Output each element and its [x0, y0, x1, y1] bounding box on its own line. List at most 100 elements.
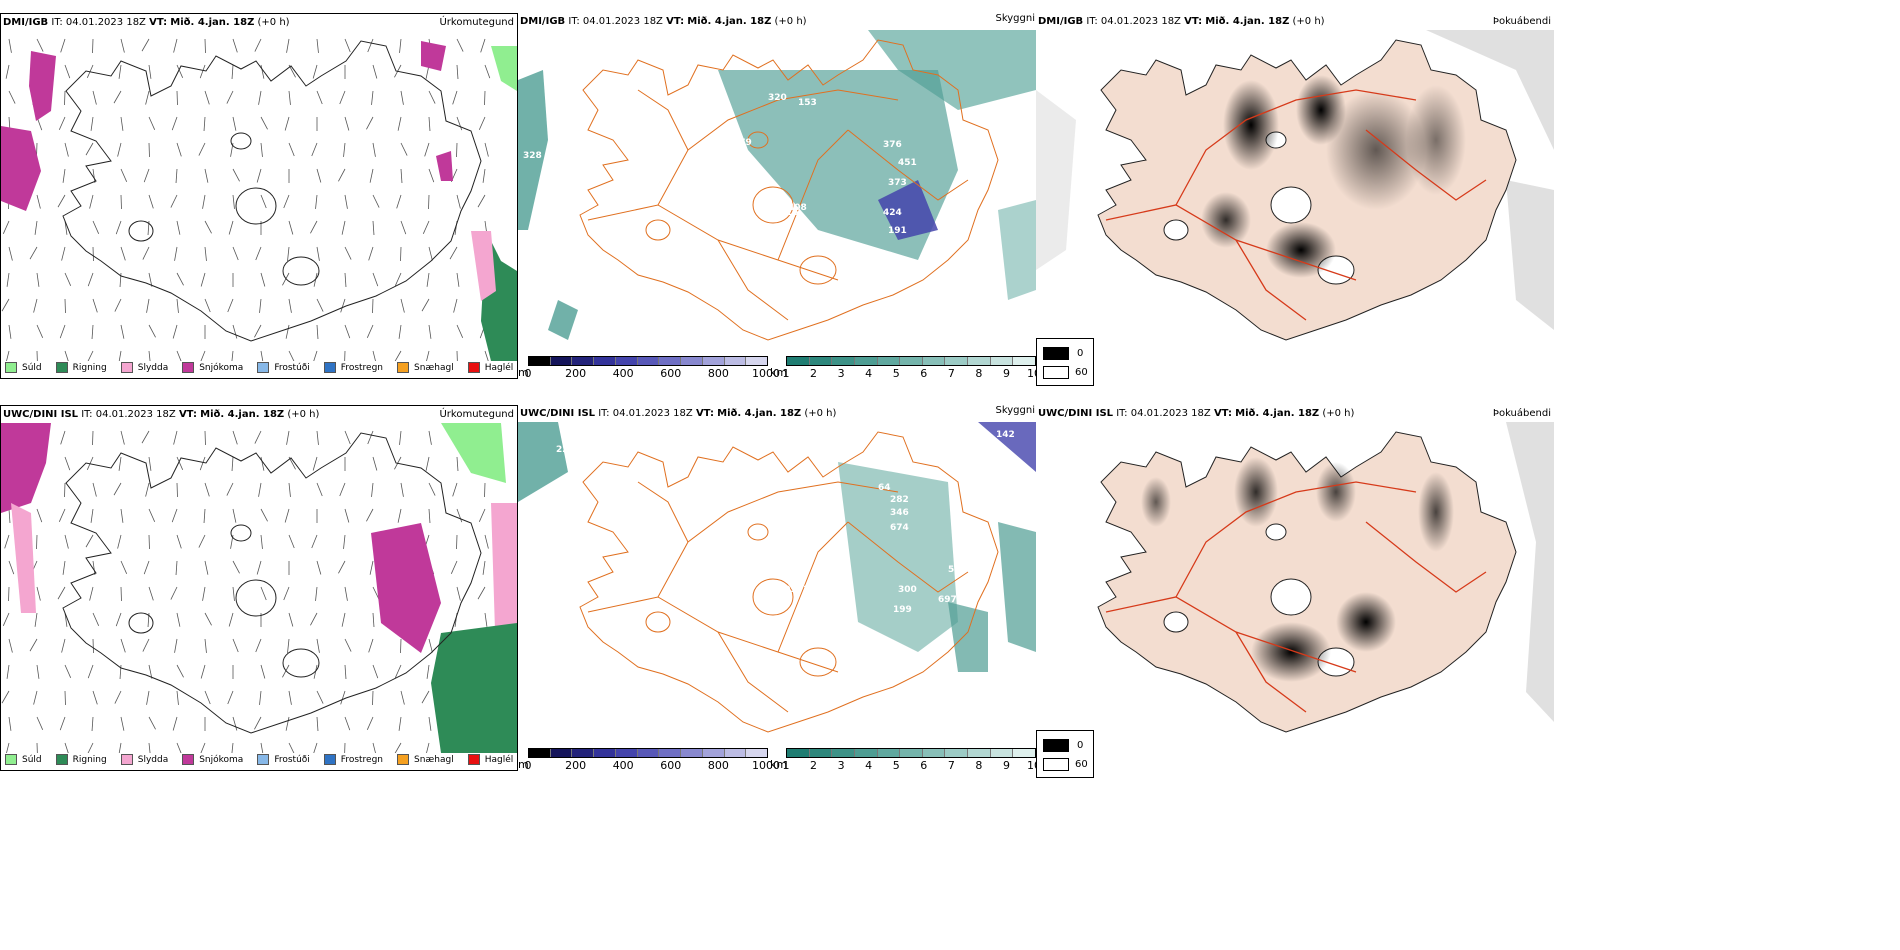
colorbar-cell [877, 357, 901, 365]
wind-barb [232, 168, 240, 182]
iceland-coastline [1097, 431, 1517, 733]
wind-barb [260, 272, 266, 287]
panel-title: UWC/DINI ISL IT: 04.01.2023 18Z VT: Mið.… [520, 408, 837, 419]
colorbar-cell [854, 357, 878, 365]
wind-barb [228, 612, 234, 627]
wind-barb [113, 482, 122, 496]
wind-barb [176, 534, 182, 549]
wind-barb [316, 38, 319, 53]
wind-barb [260, 116, 268, 130]
wind-barb [400, 220, 407, 235]
wind-barb [114, 298, 122, 312]
wind-barb [8, 716, 12, 731]
wind-barb [421, 690, 430, 704]
wind-barb [424, 142, 430, 157]
wind-barb [200, 272, 206, 287]
wind-barb [316, 638, 320, 653]
wind-barb [92, 220, 100, 234]
wind-barb [288, 690, 292, 705]
wind-barb [283, 194, 290, 209]
wind-barb [148, 64, 152, 79]
colorbar-tick-label: 200 [565, 759, 587, 772]
wind-barb [8, 324, 12, 339]
cloud-base-label: 142 [996, 430, 1015, 440]
wind-barb [204, 246, 207, 261]
wind-barb [204, 612, 212, 626]
colorbar-cell [681, 357, 703, 365]
legend-item: Snæhagl [397, 362, 454, 373]
wind-barb [478, 116, 486, 130]
wind-barb [148, 272, 153, 287]
panel-title: UWC/DINI ISL IT: 04.01.2023 18Z VT: Mið.… [3, 409, 320, 420]
wind-barb [372, 142, 376, 157]
wind-barb [120, 116, 124, 131]
wind-barb [288, 612, 294, 627]
legend-label: Súld [22, 362, 42, 373]
wind-barb [148, 586, 154, 601]
wind-barb [204, 220, 212, 234]
colorbar-tick-label: 400 [612, 759, 634, 772]
wind-barb [372, 64, 378, 79]
glacier-outline [128, 220, 154, 242]
wind-barb [400, 90, 404, 105]
colorbar-tick-label: 600 [660, 367, 682, 380]
cloud-base-label: 16 [786, 208, 799, 218]
road-line [1235, 239, 1307, 321]
colorbar-cell [900, 749, 923, 757]
colorbar-tick-label: 600 [660, 759, 682, 772]
legend-swatch [323, 362, 336, 373]
wind-barb [231, 456, 234, 471]
wind-barb [198, 142, 206, 156]
wind-barb [120, 716, 125, 731]
wind-barb [148, 324, 156, 338]
wind-barb [368, 638, 374, 653]
wind-barb [117, 142, 122, 157]
wind-barb [8, 90, 16, 104]
wind-barb [36, 664, 40, 679]
glacier-outline [235, 579, 277, 617]
legend-swatch [55, 362, 68, 373]
colorbar-cell [809, 357, 833, 365]
cloud-base-label: 282 [890, 495, 909, 505]
legend-swatch [257, 362, 270, 373]
wind-barb [316, 560, 322, 575]
wind-barb [366, 324, 374, 338]
wind-barb [288, 298, 292, 313]
fog-panel-row1: DMI/IGB IT: 04.01.2023 18Z VT: Mið. 4.ja… [1036, 13, 1554, 386]
wind-barb [259, 298, 262, 313]
iceland-coastline [62, 432, 482, 734]
road-line [777, 521, 849, 653]
cloud-base-label: 328 [523, 151, 542, 161]
legend-swatch [467, 362, 480, 373]
fog-map [1097, 422, 1554, 733]
colorbar-cell [594, 749, 616, 757]
wind-barb [288, 142, 295, 157]
wind-barb [343, 534, 346, 549]
wind-barb [344, 38, 351, 53]
wind-barb [372, 742, 376, 753]
wind-barb [367, 38, 374, 53]
wind-barb [227, 690, 234, 705]
wind-barb [170, 586, 178, 600]
wind-barb [64, 534, 69, 549]
glacier-outline [1163, 611, 1189, 633]
wind-barb [148, 742, 151, 753]
wind-barb [174, 246, 178, 261]
colorbar-cell [702, 357, 725, 365]
colorbar-tick-label: 8 [975, 367, 983, 380]
colorbar-tick-label: 4 [865, 367, 873, 380]
legend-label: Frostregn [340, 362, 384, 373]
wind-barb [340, 690, 346, 705]
wind-barb [316, 716, 319, 731]
wind-barb [313, 350, 318, 361]
wind-barb [226, 90, 234, 104]
wind-barb [62, 168, 66, 183]
wind-barb [394, 664, 402, 678]
wind-barb [231, 742, 234, 753]
cloud-base-label: 132 [803, 585, 822, 595]
wind-barb [372, 664, 379, 679]
wind-barb [36, 194, 41, 209]
wind-barb [372, 272, 379, 287]
wind-barb [344, 430, 351, 445]
